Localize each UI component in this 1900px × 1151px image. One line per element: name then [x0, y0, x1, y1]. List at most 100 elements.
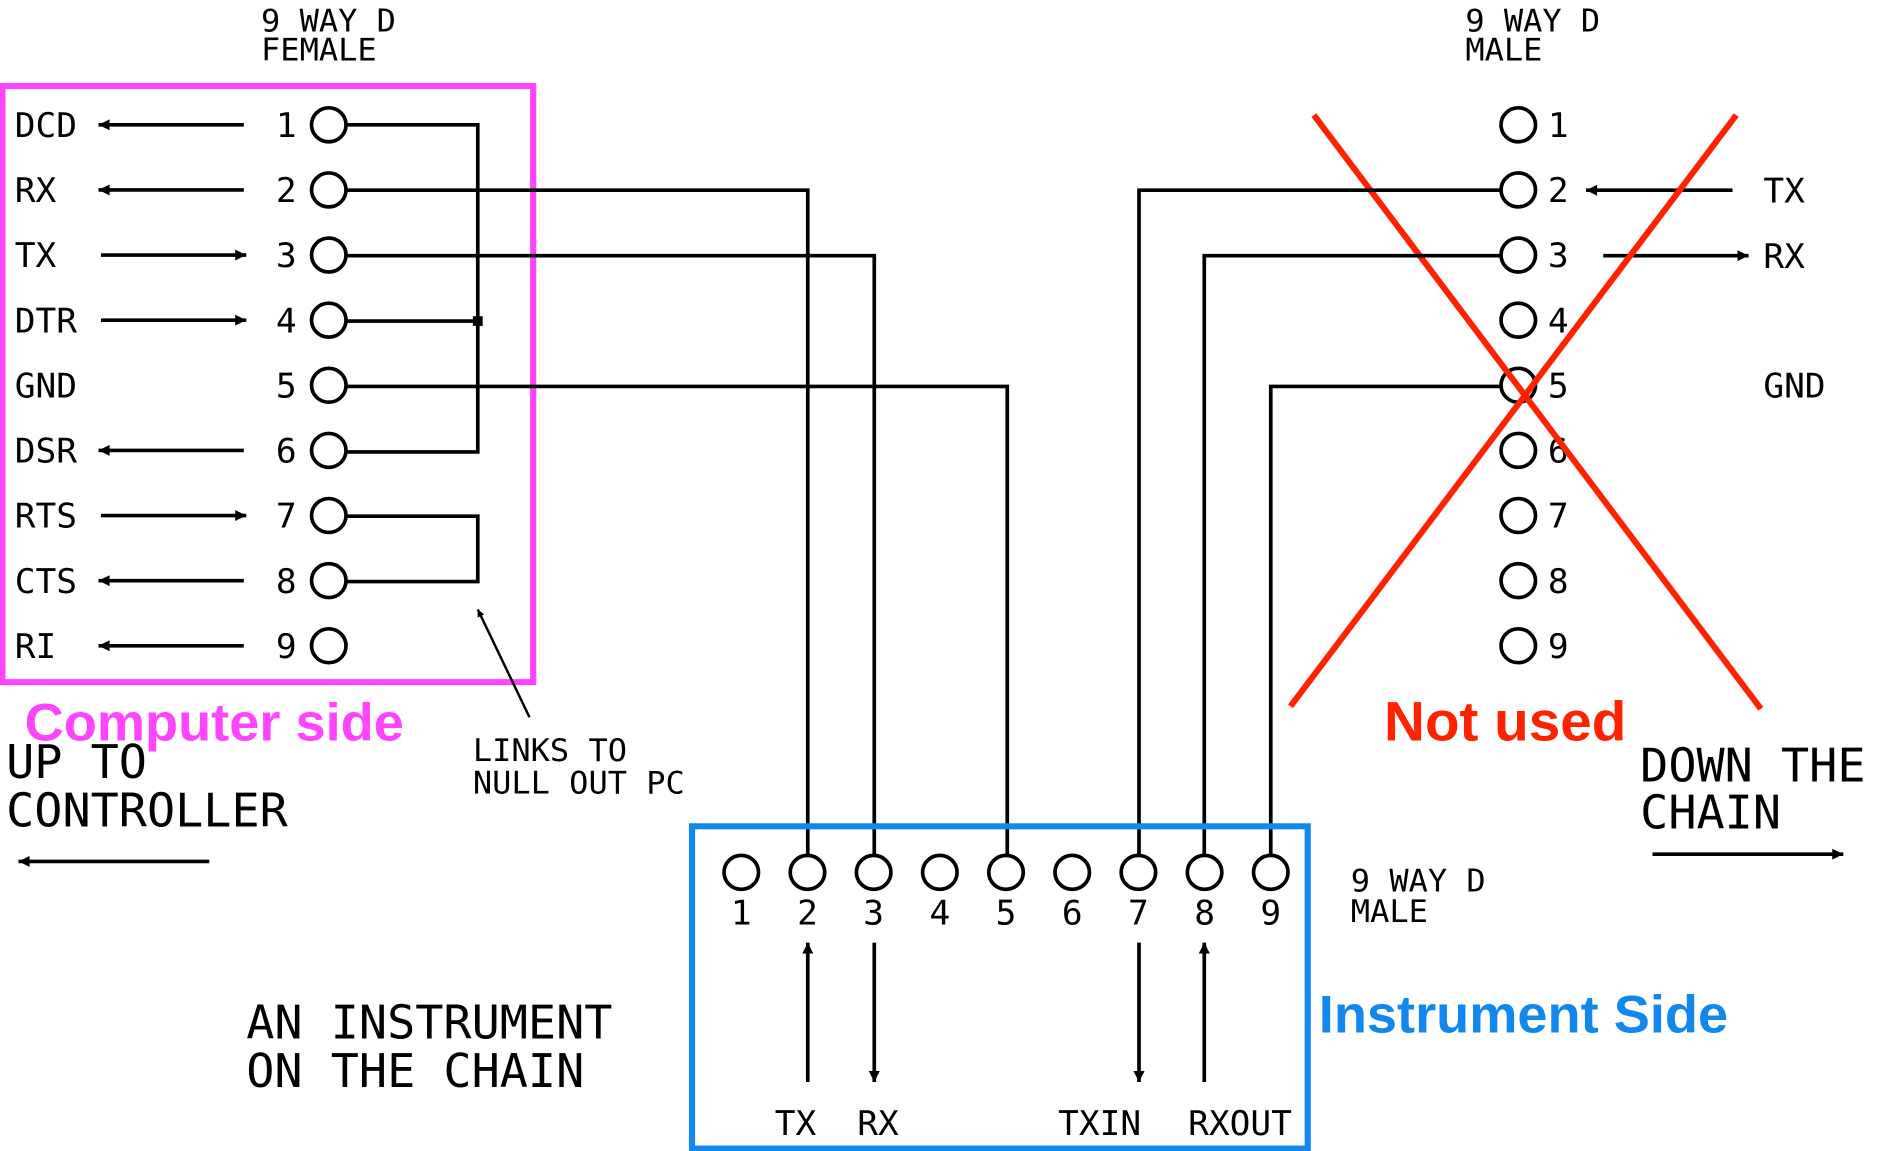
instrument-desc-line2: ON THE CHAIN [246, 1044, 584, 1098]
instrument-pin-2 [788, 853, 827, 892]
wire-pc-rx-to-inst-tx [347, 188, 810, 857]
computer-pin-4 [309, 301, 348, 339]
computer-side-label: Computer side [25, 693, 404, 753]
instrument-pin-7 [1119, 853, 1158, 892]
instrument-pin-number-1: 1 [731, 894, 752, 934]
instrument-side-label: Instrument Side [1319, 985, 1728, 1045]
computer-link-7-8 [347, 514, 480, 584]
chain-pin-number-5: 5 [1548, 367, 1569, 407]
computer-pin-number-3: 3 [276, 236, 297, 276]
computer-pin-signal-6: DSR [15, 432, 78, 472]
instrument-pin-number-7: 7 [1128, 894, 1149, 934]
instrument-pin-number-3: 3 [863, 894, 884, 934]
chain-pin-1 [1499, 106, 1538, 144]
chain-pin-number-1: 1 [1548, 106, 1569, 146]
instrument-desc-line1: AN INSTRUMENT [246, 996, 612, 1050]
computer-link-junction [472, 316, 483, 326]
computer-pin-signal-8: CTS [15, 562, 77, 602]
wire-chain-5-to-inst-9 [1268, 384, 1503, 857]
computer-pin-signal-9: RI [15, 627, 57, 667]
computer-pin-number-5: 5 [276, 367, 297, 407]
chain-pin-4 [1499, 301, 1538, 339]
computer-pin-6 [309, 431, 348, 470]
computer-pin-signal-5: GND [15, 367, 77, 407]
computer-link-1-4-6 [347, 122, 480, 454]
wire-chain-2-to-inst-7 [1137, 188, 1503, 857]
chain-header-line1: 9 WAY D [1465, 4, 1600, 40]
computer-pin-3 [309, 236, 348, 274]
computer-pin-number-4: 4 [276, 302, 297, 342]
instrument-pin-number-9: 9 [1260, 894, 1281, 934]
links-note-arrow [476, 608, 531, 718]
computer-header-line2: FEMALE [261, 33, 377, 69]
chain-rx-label: RX [1763, 237, 1805, 277]
chain-pin-9 [1499, 626, 1538, 665]
down-the-chain-line1: DOWN THE [1640, 739, 1865, 793]
chain-pin-number-7: 7 [1548, 497, 1569, 537]
computer-pin-number-9: 9 [276, 627, 297, 667]
computer-pin-1 [309, 106, 348, 144]
computer-pin-signal-3: TX [15, 236, 57, 276]
chain-pin-number-9: 9 [1548, 627, 1569, 667]
computer-pin-9 [309, 626, 348, 665]
computer-pin-signal-2: RX [15, 171, 57, 211]
instrument-pin-5 [986, 853, 1026, 892]
computer-pin-number-7: 7 [276, 497, 297, 537]
chain-pin-3 [1499, 236, 1538, 274]
computer-pin-number-8: 8 [276, 562, 297, 602]
down-the-chain-line2: CHAIN [1640, 786, 1781, 840]
instrument-pin-number-6: 6 [1062, 894, 1083, 934]
instrument-header-line1: 9 WAY D [1351, 864, 1486, 900]
instrument-pin-9 [1251, 853, 1290, 892]
up-to-controller-line2: CONTROLLER [6, 784, 288, 838]
instrument-pin-6 [1053, 853, 1092, 892]
inst-rxout-label: RXOUT [1188, 1105, 1292, 1145]
computer-connector: 9 WAY D FEMALE DCD 1 RX 2 TX 3 DTR 4 GND 5 DSR 6 RTS… [0, 4, 685, 867]
computer-pin-number-1: 1 [276, 106, 297, 146]
not-used-label: Not used [1384, 690, 1626, 752]
chain-pin-6 [1499, 431, 1538, 470]
computer-pin-number-2: 2 [276, 171, 297, 211]
chain-tx-label: TX [1763, 172, 1805, 212]
computer-pin-5 [309, 366, 348, 405]
inst-tx-label: TX [775, 1105, 817, 1145]
computer-pin-8 [309, 561, 348, 600]
computer-pin-number-6: 6 [276, 432, 297, 472]
links-note-line1: LINKS TO [473, 733, 627, 769]
instrument-pin-number-8: 8 [1194, 894, 1215, 934]
computer-pin-signal-1: DCD [15, 106, 77, 146]
up-to-controller-line1: UP TO [6, 735, 147, 789]
chain-gnd-label: GND [1763, 367, 1825, 407]
instrument-pin-number-4: 4 [929, 894, 950, 934]
computer-pin-signal-7: RTS [15, 497, 77, 537]
instrument-side-box [688, 823, 1311, 1151]
chain-pin-number-8: 8 [1548, 562, 1569, 602]
chain-pin-8 [1499, 561, 1538, 600]
chain-header-line2: MALE [1465, 33, 1542, 69]
computer-pin-signal-4: DTR [15, 302, 78, 342]
instrument-pin-4 [920, 853, 959, 892]
instrument-pin-3 [854, 853, 893, 892]
wire-pc-tx-to-inst-rx [347, 253, 877, 857]
inst-rx-label: RX [857, 1105, 899, 1145]
links-note-line2: NULL OUT PC [473, 766, 685, 802]
not-used-cross-line-2 [1288, 113, 1739, 709]
instrument-pin-number-5: 5 [996, 894, 1017, 934]
chain-pin-7 [1499, 496, 1538, 535]
chain-pin-2 [1499, 171, 1538, 209]
instrument-pin-1 [722, 853, 761, 892]
instrument-header-line2: MALE [1351, 894, 1428, 930]
computer-pin-7 [309, 496, 348, 535]
not-used-cross-line-1 [1311, 113, 1764, 711]
chain-pin-number-4: 4 [1548, 302, 1569, 342]
chain-pin-number-2: 2 [1548, 171, 1569, 211]
instrument-pin-8 [1185, 853, 1224, 892]
instrument-pin-number-2: 2 [797, 894, 818, 934]
computer-side-box [0, 82, 537, 686]
inst-txin-label: TXIN [1058, 1105, 1141, 1145]
chain-pin-number-3: 3 [1548, 236, 1569, 276]
computer-pin-2 [309, 171, 348, 209]
wire-chain-3-to-inst-8 [1202, 253, 1503, 857]
